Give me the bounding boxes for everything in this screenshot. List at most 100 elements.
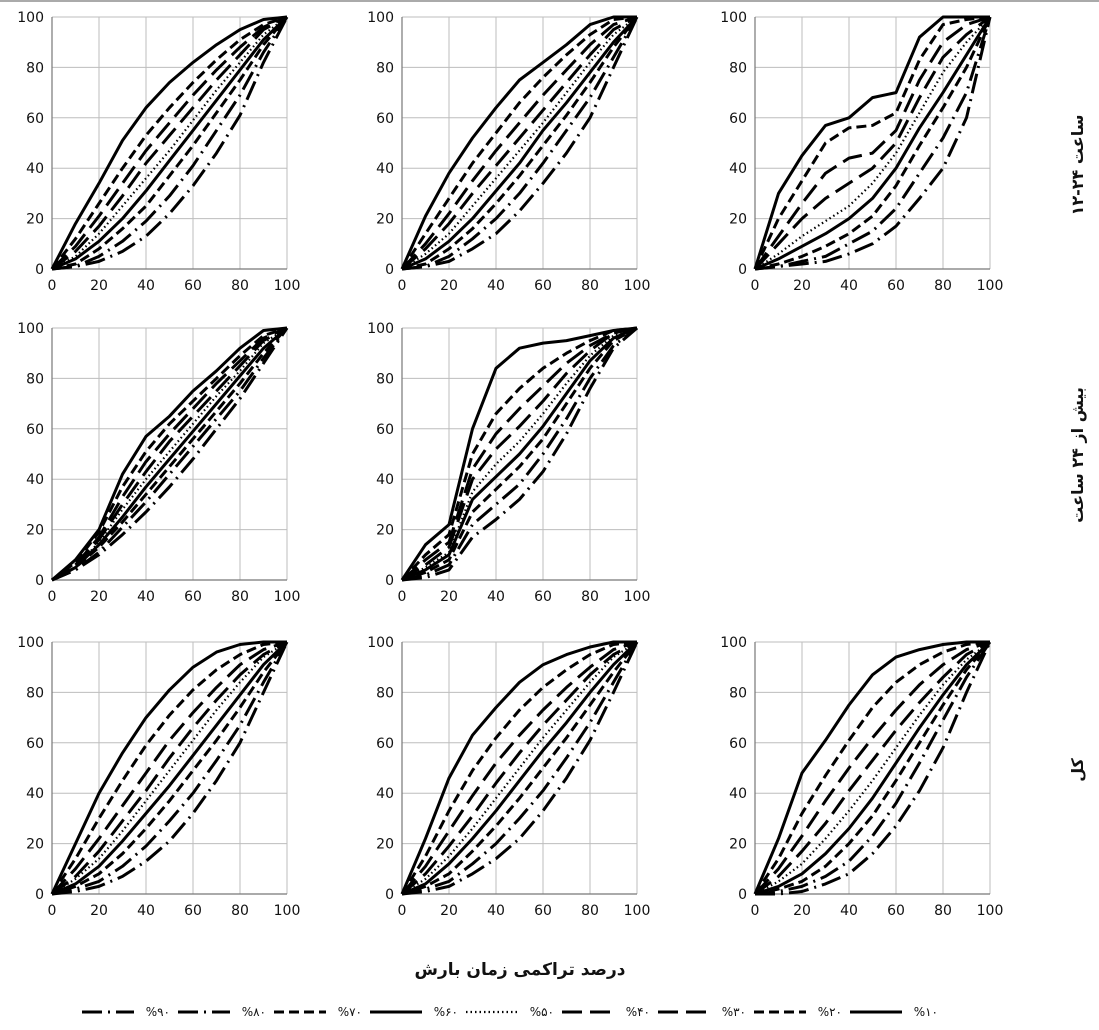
x-tick-label: 0: [48, 589, 57, 605]
y-tick-label: 0: [35, 887, 44, 903]
x-tick-label: 60: [534, 903, 552, 919]
x-tick-label: 40: [840, 278, 858, 294]
x-tick-label: 80: [231, 903, 249, 919]
series-line-6: [402, 17, 637, 269]
y-tick-label: 20: [26, 523, 44, 539]
y-tick-label: 100: [17, 635, 44, 651]
y-tick-label: 40: [729, 786, 747, 802]
y-tick-label: 0: [385, 887, 394, 903]
x-tick-label: 80: [934, 278, 952, 294]
series-line-7: [52, 328, 287, 580]
y-tick-label: 0: [738, 887, 747, 903]
y-tick-label: 60: [376, 736, 394, 752]
chart-panel-2-1: 00 20 20 40 40 60 60 80 80 100 100: [367, 635, 650, 919]
y-tick-label: 20: [26, 212, 44, 228]
series-line-7: [402, 17, 637, 269]
x-tick-label: 40: [137, 278, 155, 294]
x-tick-label: 60: [887, 278, 905, 294]
x-tick-label: 100: [977, 903, 1004, 919]
x-tick-label: 40: [487, 903, 505, 919]
y-tick-label: 20: [376, 523, 394, 539]
y-tick-label: 20: [376, 212, 394, 228]
series-line-6: [402, 642, 637, 894]
x-tick-label: 0: [751, 903, 760, 919]
y-tick-label: 40: [26, 161, 44, 177]
series-line-3: [52, 328, 287, 580]
legend-label-7: %۷۰: [338, 1005, 362, 1019]
x-tick-label: 80: [231, 278, 249, 294]
chart-panel-1-1: 002020404060608080100100: [367, 321, 650, 605]
x-tick-label: 0: [398, 589, 407, 605]
chart-panel-0-2: 00 20 20 40 40 60 60 80 80 100 100: [720, 10, 1003, 294]
series-line-1: [402, 17, 637, 269]
series-line-6: [52, 328, 287, 580]
y-tick-label: 20: [26, 837, 44, 853]
y-tick-label: 60: [26, 111, 44, 127]
x-tick-label: 60: [184, 903, 202, 919]
y-tick-label: 100: [367, 635, 394, 651]
x-tick-label: 0: [398, 903, 407, 919]
x-tick-label: 100: [977, 278, 1004, 294]
series-line-2: [52, 328, 287, 580]
x-tick-label: 20: [440, 589, 458, 605]
legend-label-6: %۶۰: [434, 1005, 458, 1019]
y-tick-label: 40: [26, 786, 44, 802]
x-tick-label: 60: [534, 278, 552, 294]
y-tick-label: 60: [26, 736, 44, 752]
legend-label-8: %۸۰: [242, 1005, 266, 1019]
y-tick-label: 100: [720, 10, 747, 26]
series-line-9: [52, 328, 287, 580]
y-tick-label: 100: [720, 635, 747, 651]
chart-panel-0-1: 00 20 20 40 40 60 60 80 80 100 100: [367, 10, 650, 294]
x-tick-label: 100: [274, 589, 301, 605]
x-tick-label: 100: [274, 278, 301, 294]
x-tick-label: 20: [90, 278, 108, 294]
x-axis-title: درصد تراکمی زمان بارش: [415, 960, 626, 980]
series-line-9: [402, 17, 637, 269]
legend-label-4: %۴۰: [626, 1005, 650, 1019]
y-tick-label: 80: [729, 685, 747, 701]
series-line-6: [52, 17, 287, 269]
x-tick-label: 80: [934, 903, 952, 919]
x-tick-label: 60: [534, 589, 552, 605]
series-line-6: [755, 642, 990, 894]
series-line-4: [402, 17, 637, 269]
y-tick-label: 40: [376, 161, 394, 177]
y-tick-label: 40: [729, 161, 747, 177]
x-tick-label: 0: [398, 278, 407, 294]
y-tick-label: 80: [376, 371, 394, 387]
y-tick-label: 80: [729, 60, 747, 76]
y-tick-label: 60: [376, 422, 394, 438]
x-tick-label: 40: [487, 278, 505, 294]
x-tick-label: 20: [90, 903, 108, 919]
x-tick-label: 100: [624, 278, 651, 294]
x-tick-label: 100: [624, 589, 651, 605]
y-tick-label: 60: [729, 736, 747, 752]
y-tick-label: 0: [385, 262, 394, 278]
y-tick-label: 80: [26, 685, 44, 701]
y-tick-label: 0: [35, 262, 44, 278]
chart-panel-0-0: 002020404060608080100100: [17, 10, 300, 294]
y-tick-label: 40: [26, 472, 44, 488]
x-tick-label: 20: [793, 903, 811, 919]
x-tick-label: 60: [184, 278, 202, 294]
x-tick-label: 0: [751, 278, 760, 294]
series-line-5: [52, 328, 287, 580]
legend-label-9: %۹۰: [146, 1005, 170, 1019]
y-tick-label: 0: [738, 262, 747, 278]
y-tick-label: 80: [376, 685, 394, 701]
x-tick-label: 20: [440, 903, 458, 919]
y-tick-label: 0: [385, 573, 394, 589]
series-line-1: [52, 328, 287, 580]
panels-group: 0020204040606080801001000020204040606080…: [17, 10, 1003, 919]
x-tick-label: 20: [793, 278, 811, 294]
y-tick-label: 40: [376, 472, 394, 488]
x-tick-label: 40: [137, 903, 155, 919]
y-tick-label: 20: [376, 837, 394, 853]
chart-panel-1-0: 002020404060608080100100: [17, 321, 300, 605]
x-tick-label: 80: [581, 903, 599, 919]
series-line-3: [402, 17, 637, 269]
x-tick-label: 80: [231, 589, 249, 605]
x-tick-label: 80: [581, 278, 599, 294]
y-tick-label: 60: [376, 111, 394, 127]
